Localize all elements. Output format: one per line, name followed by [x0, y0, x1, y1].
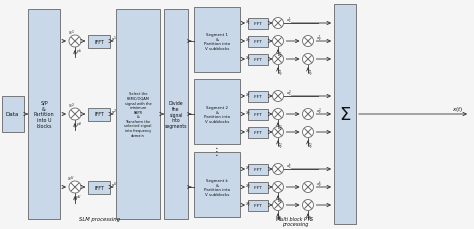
- Text: $b_1^1$: $b_1^1$: [277, 50, 283, 60]
- Circle shape: [273, 91, 283, 102]
- Bar: [248, 182, 268, 193]
- Text: $S^U$: $S^U$: [67, 174, 75, 183]
- Text: IFFT: IFFT: [254, 185, 263, 189]
- Bar: [248, 19, 268, 30]
- Circle shape: [273, 18, 283, 29]
- Circle shape: [273, 109, 283, 120]
- Bar: [248, 55, 268, 66]
- Bar: [2, 97, 24, 132]
- Text: $s^1$: $s^1$: [111, 34, 117, 44]
- Text: $X_2^k$: $X_2^k$: [245, 181, 252, 191]
- Text: Segment 2
&
Partition into
V subblocks: Segment 2 & Partition into V subblocks: [204, 106, 230, 123]
- Text: $X_v^k$: $X_v^k$: [245, 199, 252, 209]
- Text: $X_v^1$: $X_v^1$: [245, 54, 251, 64]
- Text: Multi block PTS
processing: Multi block PTS processing: [276, 216, 314, 226]
- Text: $s^2$: $s^2$: [111, 107, 117, 116]
- Text: $b_1^k$: $b_1^k$: [277, 195, 283, 206]
- Circle shape: [302, 182, 313, 193]
- Text: $b_v^2$: $b_v^2$: [307, 141, 313, 151]
- Text: IFFT: IFFT: [254, 22, 263, 26]
- Bar: [194, 80, 240, 144]
- Bar: [248, 128, 268, 138]
- Text: SLM processing: SLM processing: [80, 217, 120, 221]
- Circle shape: [273, 164, 283, 175]
- Text: $x_1^k$: $x_1^k$: [286, 161, 293, 172]
- Circle shape: [273, 182, 283, 193]
- Circle shape: [69, 36, 81, 48]
- Circle shape: [69, 181, 81, 193]
- Text: Divide
the
signal
into
segments: Divide the signal into segments: [165, 101, 187, 128]
- Text: IFFT: IFFT: [254, 167, 263, 171]
- Text: $P^2$: $P^2$: [76, 120, 82, 129]
- Circle shape: [302, 36, 313, 47]
- Circle shape: [69, 109, 81, 120]
- Bar: [88, 109, 110, 121]
- Circle shape: [302, 109, 313, 120]
- Bar: [248, 200, 268, 211]
- Text: $x_1^1$: $x_1^1$: [286, 16, 292, 26]
- Text: $\Sigma$: $\Sigma$: [339, 106, 351, 123]
- Bar: [248, 37, 268, 48]
- Text: IFFT: IFFT: [94, 112, 104, 117]
- Text: $X_v^2$: $X_v^2$: [245, 126, 251, 136]
- Bar: [334, 5, 356, 224]
- Circle shape: [302, 127, 313, 138]
- Circle shape: [273, 36, 283, 47]
- Text: $x_1^2$: $x_1^2$: [286, 88, 292, 99]
- Text: Select the
FBMC/OQAM
signal with the
minimum
PAPR
&
Transform the
selected signa: Select the FBMC/OQAM signal with the min…: [124, 92, 152, 137]
- Circle shape: [273, 54, 283, 65]
- Text: ⋮: ⋮: [212, 146, 222, 156]
- Text: $x_v^1$: $x_v^1$: [317, 34, 322, 44]
- Bar: [248, 92, 268, 103]
- Bar: [28, 10, 60, 219]
- Text: $X_1^k$: $X_1^k$: [245, 163, 252, 174]
- Text: $s^U$: $s^U$: [110, 180, 118, 189]
- Text: $X_2^1$: $X_2^1$: [245, 36, 251, 46]
- Text: IFFT: IFFT: [254, 58, 263, 62]
- Text: $x_v^k$: $x_v^k$: [317, 179, 323, 189]
- Text: $b_v^1$: $b_v^1$: [307, 68, 313, 78]
- Bar: [194, 152, 240, 217]
- Text: IFFT: IFFT: [94, 185, 104, 190]
- Text: Segment 1
&
Partition into
V subblocks: Segment 1 & Partition into V subblocks: [204, 33, 230, 51]
- Text: $x_v^2$: $x_v^2$: [317, 106, 322, 117]
- Text: $b_v^k$: $b_v^k$: [277, 213, 283, 224]
- Text: $X_1^2$: $X_1^2$: [245, 90, 251, 101]
- Text: IFFT: IFFT: [254, 131, 263, 134]
- Text: $S^2$: $S^2$: [68, 101, 74, 110]
- Circle shape: [273, 200, 283, 211]
- Text: $P^1$: $P^1$: [76, 47, 82, 56]
- Bar: [88, 36, 110, 49]
- Text: $S^1$: $S^1$: [68, 28, 74, 38]
- Text: $b_v^2$: $b_v^2$: [277, 141, 283, 151]
- Text: IFFT: IFFT: [254, 95, 263, 98]
- Text: S/P
&
Partition
into U
blocks: S/P & Partition into U blocks: [34, 101, 55, 128]
- Text: IFFT: IFFT: [254, 203, 263, 207]
- Text: $b_1^2$: $b_1^2$: [277, 123, 283, 133]
- Text: $b_v^1$: $b_v^1$: [277, 68, 283, 78]
- Circle shape: [273, 127, 283, 138]
- Text: $x(t)$: $x(t)$: [452, 104, 464, 113]
- Text: IFFT: IFFT: [254, 40, 263, 44]
- Text: $X_2^2$: $X_2^2$: [245, 108, 251, 119]
- Bar: [194, 8, 240, 73]
- Text: IFFT: IFFT: [254, 112, 263, 117]
- Bar: [248, 164, 268, 175]
- Text: $P^U$: $P^U$: [75, 193, 82, 202]
- Text: Data: Data: [5, 112, 18, 117]
- Bar: [248, 109, 268, 120]
- Text: Segment k
&
Partition into
V subblocks: Segment k & Partition into V subblocks: [204, 178, 230, 196]
- Text: $X_1^1$: $X_1^1$: [245, 18, 251, 28]
- Circle shape: [302, 54, 313, 65]
- Bar: [116, 10, 160, 219]
- Circle shape: [302, 200, 313, 211]
- Bar: [88, 181, 110, 194]
- Bar: [164, 10, 188, 219]
- Text: $b_v^k$: $b_v^k$: [307, 213, 313, 224]
- Text: IFFT: IFFT: [94, 39, 104, 44]
